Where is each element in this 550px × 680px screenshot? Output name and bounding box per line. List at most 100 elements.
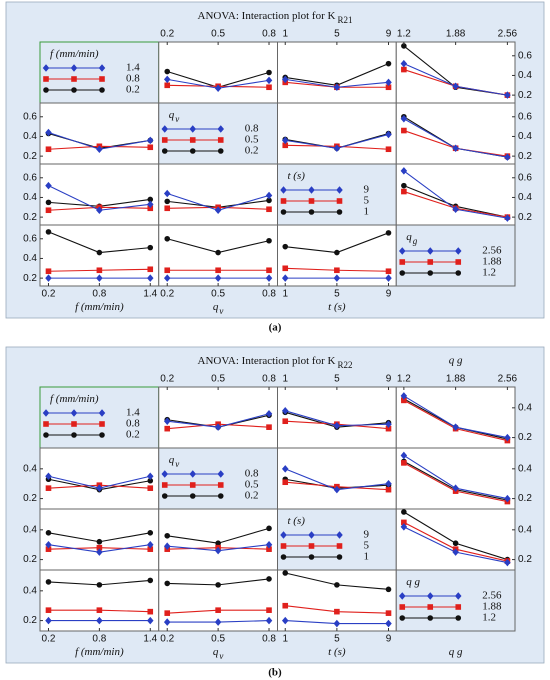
x-tick-label: 9 <box>386 289 392 300</box>
marker <box>333 421 341 430</box>
marker <box>147 577 154 584</box>
x-axis-label: f (mm/min) <box>75 301 124 313</box>
marker <box>401 182 407 189</box>
legend-title: f (mm/min) <box>50 393 99 405</box>
marker <box>163 274 171 282</box>
x-tick-label: 0.2 <box>160 374 174 385</box>
legend-marker <box>427 604 434 610</box>
x-tick-label: 9 <box>386 374 392 385</box>
marker <box>96 274 103 282</box>
y-tick-label: 0.4 <box>23 585 37 596</box>
x-axis-label: t (s) <box>328 301 346 313</box>
y-tick-label: 0.6 <box>518 111 532 122</box>
legend-marker <box>308 554 315 560</box>
y-tick-label: 0.2 <box>23 212 37 223</box>
legend-title: f (mm/min) <box>50 48 99 60</box>
marker <box>333 485 341 494</box>
marker <box>147 244 154 251</box>
legend-marker <box>336 543 343 549</box>
legend-marker <box>280 198 287 204</box>
marker <box>401 509 407 515</box>
marker <box>147 274 154 282</box>
marker <box>147 608 154 615</box>
marker <box>163 618 171 626</box>
legend-marker <box>161 493 168 499</box>
marker <box>333 144 341 153</box>
legend-title: q g <box>406 576 420 588</box>
marker <box>400 114 408 123</box>
marker <box>147 266 154 273</box>
marker <box>45 207 52 214</box>
y-tick-label: 0.4 <box>518 70 532 81</box>
text-part: q g <box>449 646 463 658</box>
plot-cell <box>277 102 397 165</box>
y-tick-label: 0.2 <box>518 493 532 504</box>
x-axis-label: qv <box>213 646 224 662</box>
marker <box>452 144 459 153</box>
marker <box>401 460 407 466</box>
marker <box>385 420 392 428</box>
marker <box>385 274 392 282</box>
legend-label: 1.88 <box>482 256 502 268</box>
marker <box>96 484 103 492</box>
legend-marker <box>308 531 315 539</box>
legend-marker <box>217 482 224 488</box>
marker <box>265 274 273 282</box>
top-axis-label: q g <box>449 355 463 367</box>
x-axis-label: q g <box>449 646 463 658</box>
legend-marker <box>189 482 196 488</box>
marker <box>282 570 289 576</box>
marker <box>334 608 340 615</box>
marker <box>385 610 392 616</box>
legend-marker <box>308 543 315 549</box>
x-tick-label: 0.8 <box>262 634 276 645</box>
legend-marker <box>454 247 462 255</box>
marker <box>215 540 221 547</box>
marker <box>45 274 52 282</box>
panel-label: (b) <box>268 667 282 679</box>
legend-marker <box>42 409 50 417</box>
x-axis-label: t (s) <box>328 646 346 658</box>
text-part: f (mm/min) <box>50 48 99 60</box>
legend-label: 0.8 <box>126 73 140 85</box>
legend-label: 1.4 <box>126 62 140 74</box>
x-axis-label: f (mm/min) <box>75 646 124 658</box>
legend-label: 0.2 <box>245 490 259 502</box>
legend-title: qg <box>406 231 418 247</box>
marker <box>282 479 289 486</box>
legend-marker <box>399 604 406 610</box>
x-tick-label: 0.2 <box>42 289 56 300</box>
legend-marker <box>161 148 168 154</box>
x-tick-label: 2.56 <box>498 374 518 385</box>
legend-marker <box>427 615 434 621</box>
y-tick-label: 0.4 <box>23 131 37 142</box>
legend-marker <box>189 125 197 133</box>
marker <box>266 267 272 274</box>
marker <box>385 619 392 628</box>
legend-marker <box>99 432 105 438</box>
marker <box>214 618 222 626</box>
text-part: q <box>213 646 219 658</box>
y-tick-label: 0.2 <box>23 273 37 284</box>
legend-marker <box>189 493 196 499</box>
marker <box>452 423 459 431</box>
marker <box>96 616 103 625</box>
y-tick-label: 0.6 <box>23 111 37 122</box>
marker <box>452 82 459 91</box>
marker <box>147 485 154 491</box>
legend-label: 0.8 <box>126 418 140 430</box>
legend-marker <box>398 592 406 600</box>
y-tick-label: 0.6 <box>23 233 37 244</box>
marker <box>333 274 341 282</box>
x-tick-label: 9 <box>386 634 392 645</box>
legend-cell <box>158 102 278 165</box>
legend-title: t (s) <box>288 515 306 527</box>
marker <box>215 607 221 613</box>
x-tick-label: 0.2 <box>160 634 174 645</box>
marker <box>400 392 408 400</box>
legend-cell <box>395 224 516 287</box>
y-tick-label: 0.4 <box>518 192 532 203</box>
marker <box>282 418 289 425</box>
marker <box>385 268 392 275</box>
